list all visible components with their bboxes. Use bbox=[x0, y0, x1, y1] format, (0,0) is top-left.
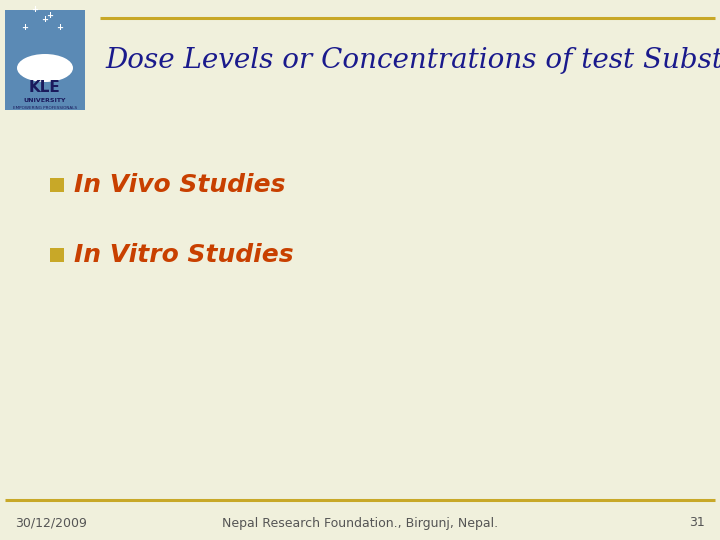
Bar bbox=[50, 248, 64, 262]
Text: EMPOWERING PROFESSIONALS: EMPOWERING PROFESSIONALS bbox=[13, 106, 77, 110]
Text: +: + bbox=[47, 11, 53, 21]
Text: In Vitro Studies: In Vitro Studies bbox=[74, 243, 294, 267]
Ellipse shape bbox=[17, 54, 73, 82]
Bar bbox=[50, 178, 64, 192]
Bar bbox=[5, 10, 85, 110]
Text: 31: 31 bbox=[689, 516, 705, 530]
Text: In Vivo Studies: In Vivo Studies bbox=[74, 173, 286, 197]
Text: UNIVERSITY: UNIVERSITY bbox=[24, 98, 66, 103]
Text: +: + bbox=[22, 24, 29, 32]
Text: +: + bbox=[42, 16, 48, 24]
Text: +: + bbox=[32, 5, 38, 15]
Text: 30/12/2009: 30/12/2009 bbox=[15, 516, 87, 530]
Text: KLE: KLE bbox=[29, 80, 61, 96]
Text: Nepal Research Foundation., Birgunj, Nepal.: Nepal Research Foundation., Birgunj, Nep… bbox=[222, 516, 498, 530]
Text: Dose Levels or Concentrations of test Substance: Dose Levels or Concentrations of test Su… bbox=[105, 46, 720, 73]
Text: +: + bbox=[56, 24, 63, 32]
